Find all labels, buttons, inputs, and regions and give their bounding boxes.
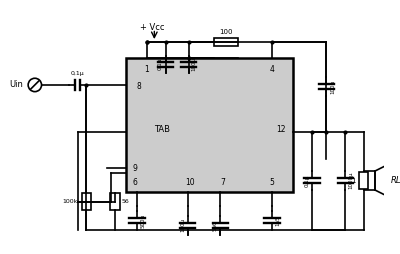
Text: 56: 56 <box>122 199 130 204</box>
Text: Uin: Uin <box>10 81 23 89</box>
Bar <box>126 58 293 192</box>
Text: 1n5: 1n5 <box>276 215 281 226</box>
Text: 0,1µ: 0,1µ <box>304 174 309 187</box>
Text: 0,1µ: 0,1µ <box>71 71 85 76</box>
Text: 6: 6 <box>133 178 138 187</box>
Text: 100: 100 <box>219 29 233 35</box>
Text: RL: RL <box>390 176 400 185</box>
Text: 100µ: 100µ <box>180 218 185 232</box>
Bar <box>110 193 120 210</box>
Text: 5n6: 5n6 <box>212 220 218 231</box>
Text: 12: 12 <box>277 125 286 134</box>
Text: 0,1µ: 0,1µ <box>158 58 163 70</box>
Text: 1: 1 <box>352 178 356 184</box>
Text: + Vcc: + Vcc <box>140 23 164 32</box>
Text: 100µ: 100µ <box>330 80 335 94</box>
Text: 7: 7 <box>221 178 226 187</box>
Text: 9: 9 <box>133 164 138 173</box>
Bar <box>82 193 91 210</box>
Text: 1: 1 <box>144 65 149 74</box>
Text: 500µ: 500µ <box>141 214 146 228</box>
Bar <box>364 171 375 190</box>
Text: 100k: 100k <box>62 199 78 204</box>
Text: 1000µ: 1000µ <box>348 172 353 189</box>
Bar <box>214 38 238 46</box>
Bar <box>359 172 368 189</box>
Text: 4: 4 <box>270 65 274 74</box>
Text: 8: 8 <box>137 82 142 91</box>
Text: 10: 10 <box>185 178 194 187</box>
Text: 100µ: 100µ <box>192 57 196 71</box>
Text: 5: 5 <box>270 178 274 187</box>
Text: TAB: TAB <box>154 125 170 134</box>
